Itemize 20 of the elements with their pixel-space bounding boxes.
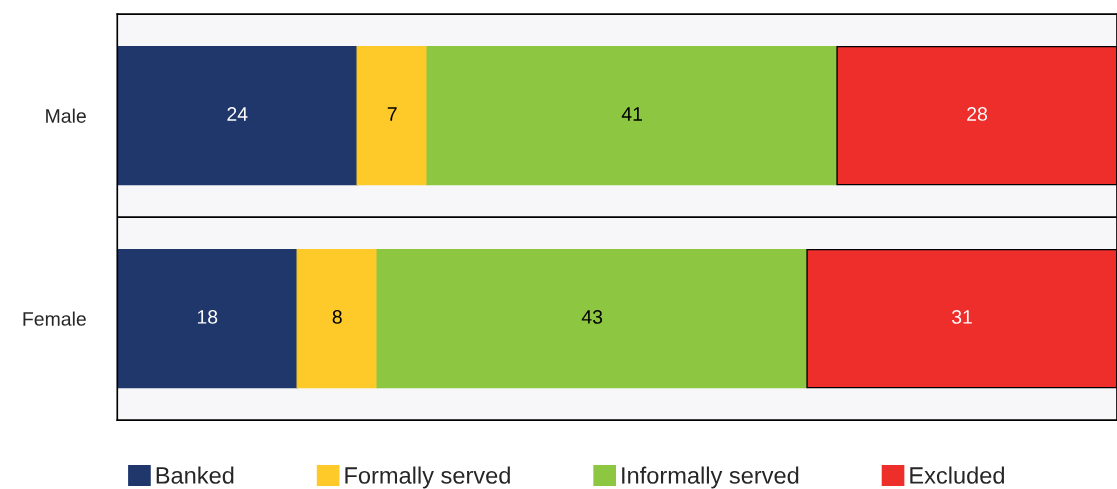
data-label: 24 [227,107,248,121]
data-label: 31 [951,310,972,324]
y-tick-label: Male [46,108,86,123]
data-label: 41 [621,107,642,121]
data-label: 43 [581,310,603,324]
bar [426,45,838,186]
bar [376,248,808,389]
legend-label: Banked [156,466,234,484]
legend-label: Excluded [910,466,1004,484]
data-label: 7 [387,107,397,121]
data-label: 28 [967,107,988,121]
legend-label: Informally served [622,466,799,489]
data-label: 18 [197,310,218,324]
bar [117,45,358,186]
y-tick-label: Female [23,311,86,326]
bar [296,248,378,389]
bar [356,45,428,186]
bar [117,248,298,389]
data-label: 8 [332,310,342,324]
legend-label: Formally served [345,466,510,489]
